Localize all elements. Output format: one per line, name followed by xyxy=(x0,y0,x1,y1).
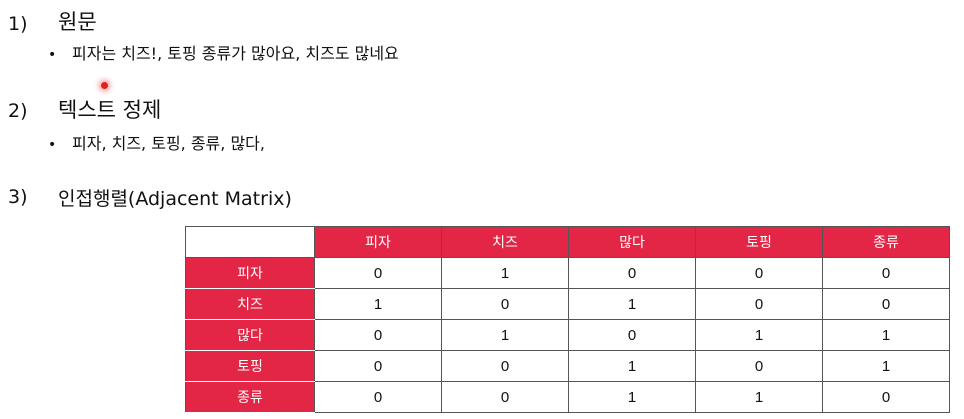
table-cell: 0 xyxy=(695,288,823,320)
table-row: 많다 0 1 0 1 1 xyxy=(185,319,950,351)
table-cell: 1 xyxy=(695,381,823,413)
bullet-text: 피자는 치즈!, 토핑 종류가 많아요, 치즈도 많네요 xyxy=(72,44,399,63)
column-header: 토핑 xyxy=(695,226,823,258)
table-cell: 1 xyxy=(695,319,823,351)
adjacency-matrix-table: 피자 치즈 많다 토핑 종류 피자 0 1 0 0 0 치즈 1 0 1 0 0… xyxy=(185,226,950,413)
table-cell: 1 xyxy=(441,319,569,351)
table-cell: 1 xyxy=(568,350,696,382)
table-cell: 0 xyxy=(822,381,950,413)
table-corner-cell xyxy=(185,226,315,258)
section-title: 인접행렬(Adjacent Matrix) xyxy=(58,188,292,210)
bullet-marker: • xyxy=(48,137,57,153)
section-number: 3) xyxy=(8,186,28,208)
column-header: 피자 xyxy=(314,226,442,258)
table-cell: 0 xyxy=(314,350,442,382)
table-cell: 0 xyxy=(441,350,569,382)
section-title: 원문 xyxy=(58,10,97,34)
table-row: 종류 0 0 1 1 0 xyxy=(185,381,950,413)
table-cell: 1 xyxy=(822,319,950,351)
table-cell: 1 xyxy=(314,288,442,320)
table-cell: 0 xyxy=(568,257,696,289)
table-header-row: 피자 치즈 많다 토핑 종류 xyxy=(185,226,950,258)
section-title: 텍스트 정제 xyxy=(58,98,162,122)
bullet-text: 피자, 치즈, 토핑, 종류, 많다, xyxy=(72,134,265,153)
column-header: 종류 xyxy=(822,226,950,258)
table-cell: 0 xyxy=(822,288,950,320)
bullet-item: • 피자, 치즈, 토핑, 종류, 많다, xyxy=(48,130,265,154)
section-number: 1) xyxy=(8,13,28,35)
table-cell: 0 xyxy=(441,381,569,413)
row-header: 치즈 xyxy=(185,288,315,320)
table-cell: 1 xyxy=(441,257,569,289)
table-cell: 0 xyxy=(314,319,442,351)
bullet-item: • 피자는 치즈!, 토핑 종류가 많아요, 치즈도 많네요 xyxy=(48,40,399,64)
table-cell: 0 xyxy=(314,381,442,413)
table-cell: 0 xyxy=(695,257,823,289)
table-row: 피자 0 1 0 0 0 xyxy=(185,257,950,289)
row-header: 토핑 xyxy=(185,350,315,382)
laser-pointer-dot xyxy=(101,82,108,89)
column-header: 많다 xyxy=(568,226,696,258)
table-cell: 0 xyxy=(441,288,569,320)
table-cell: 0 xyxy=(695,350,823,382)
section-number: 2) xyxy=(8,100,28,122)
table-cell: 1 xyxy=(822,350,950,382)
table-cell: 1 xyxy=(568,381,696,413)
table-cell: 1 xyxy=(568,288,696,320)
table-cell: 0 xyxy=(822,257,950,289)
column-header: 치즈 xyxy=(441,226,569,258)
table-cell: 0 xyxy=(314,257,442,289)
bullet-marker: • xyxy=(48,47,57,63)
table-cell: 0 xyxy=(568,319,696,351)
table-row: 토핑 0 0 1 0 1 xyxy=(185,350,950,382)
table-row: 치즈 1 0 1 0 0 xyxy=(185,288,950,320)
row-header: 많다 xyxy=(185,319,315,351)
row-header: 피자 xyxy=(185,257,315,289)
row-header: 종류 xyxy=(185,381,315,413)
